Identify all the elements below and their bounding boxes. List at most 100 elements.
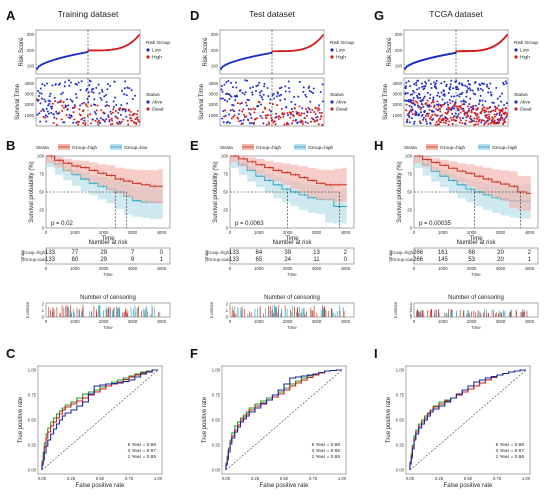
survival-point — [246, 98, 249, 101]
survival-point — [87, 101, 90, 104]
survival-point — [482, 82, 485, 85]
risk-count: 68 — [468, 250, 475, 256]
survival-point — [408, 121, 411, 124]
survival-point — [437, 119, 440, 122]
panel-label: E — [190, 138, 199, 153]
survival-point — [449, 116, 452, 119]
x-tick-label: 4000 — [157, 266, 167, 271]
survival-point — [36, 113, 39, 116]
risk-count: 133 — [229, 250, 240, 256]
survival-point — [278, 87, 281, 90]
censor-y-tick: 3 — [410, 305, 413, 310]
x-tick-label: 0 — [45, 266, 48, 271]
y-tick-label: 4000 — [208, 81, 218, 86]
legend-entry: Low — [152, 48, 161, 54]
survival-point — [292, 119, 295, 122]
survival-point — [51, 102, 54, 105]
survival-point — [223, 98, 226, 101]
survival-point — [468, 103, 471, 106]
survival-point — [477, 88, 480, 91]
survival-point — [460, 100, 463, 103]
survival-point — [501, 117, 504, 120]
survival-point — [236, 102, 239, 105]
x-tick-label: 2000 — [99, 266, 109, 271]
survival-point — [419, 122, 422, 125]
legend-title: Status — [514, 92, 528, 98]
y-tick-label: 50 — [407, 190, 412, 195]
risk-row-label: Group=low — [24, 257, 46, 262]
survival-point — [260, 90, 263, 93]
survival-point — [481, 89, 484, 92]
survival-point — [274, 123, 277, 126]
survival-point — [292, 115, 295, 118]
survival-point — [280, 107, 283, 110]
survival-point — [46, 115, 49, 118]
survival-point — [303, 112, 306, 115]
survival-point — [423, 87, 426, 90]
survival-point — [135, 123, 138, 126]
strata-label: Strata — [404, 145, 417, 151]
survival-point — [447, 106, 450, 109]
censor-frame — [413, 302, 539, 318]
survival-point — [267, 95, 270, 98]
survival-point — [133, 121, 136, 124]
y-tick-label: 300 — [27, 32, 35, 37]
survival-point — [416, 101, 419, 104]
y-tick-label: 2000 — [24, 102, 34, 107]
risk-count: 77 — [71, 250, 78, 256]
km-ci-band-high — [414, 156, 531, 211]
survival-point — [410, 106, 413, 109]
survival-point — [496, 112, 499, 115]
roc-panel-C: C 0.00 0.25 0.50 0.75 1.00 0.00 0.25 0.50 0.75 1.0… — [6, 346, 163, 489]
risk-table-ylabel: Strata — [388, 250, 393, 262]
survival-point — [458, 121, 461, 124]
survival-point — [122, 93, 125, 96]
survival-point — [443, 80, 446, 83]
survival-point — [446, 101, 449, 104]
survival-point — [478, 99, 481, 102]
survival-point — [503, 117, 506, 120]
x-tick-label: 2000 — [283, 230, 293, 235]
survival-point — [270, 110, 273, 113]
x-axis-label: False positive rate — [76, 483, 125, 489]
x-tick-label: 0.25 — [67, 476, 76, 481]
survival-point — [244, 79, 247, 82]
survival-point — [117, 122, 120, 125]
y-axis-label: Survival Time — [199, 83, 205, 120]
survival-point — [104, 94, 107, 97]
y-tick-label: 0.00 — [28, 468, 37, 473]
survival-point — [284, 85, 287, 88]
survival-point — [264, 114, 267, 117]
survival-point — [66, 108, 69, 111]
y-tick-label: 0.75 — [28, 393, 37, 398]
survival-point — [56, 101, 59, 104]
survival-point — [59, 101, 62, 104]
risk-table-frame — [229, 247, 355, 265]
survival-point — [453, 115, 456, 118]
survival-point — [266, 86, 269, 89]
survival-point — [51, 84, 54, 87]
x-tick-label: 4000 — [341, 266, 351, 271]
survival-point — [291, 110, 294, 113]
survival-point — [441, 98, 444, 101]
km-ci-band-high — [46, 156, 163, 204]
x-tick-label: 1000 — [70, 319, 80, 324]
survival-point — [429, 93, 432, 96]
survival-point — [255, 85, 258, 88]
legend-marker — [514, 55, 518, 59]
survival-point — [90, 90, 93, 93]
survival-point — [73, 118, 76, 121]
survival-point — [105, 100, 108, 103]
survival-point — [452, 105, 455, 108]
risk-count: 29 — [100, 250, 107, 256]
y-tick-label: 4000 — [392, 81, 402, 86]
x-axis-label: Time — [101, 236, 115, 242]
risk-count: 0 — [344, 257, 348, 263]
survival-point — [287, 80, 290, 83]
survival-point — [112, 105, 115, 108]
survival-point — [459, 105, 462, 108]
censor-y-tick: 2 — [42, 302, 45, 307]
survival-point — [77, 120, 80, 123]
